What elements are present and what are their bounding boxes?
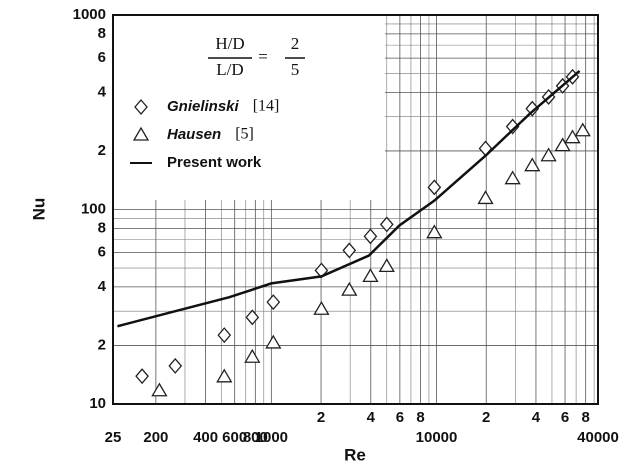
triangle-marker [524, 157, 541, 172]
y-axis-label: Nu [29, 198, 48, 221]
x-tick-label: 4 [532, 409, 541, 426]
triangle-marker [313, 300, 330, 315]
diamond-marker [245, 309, 260, 326]
eq-den-left: L/D [216, 60, 243, 79]
diamond-marker [134, 99, 148, 115]
x-tick-label: 2 [317, 409, 325, 426]
marks [117, 68, 591, 397]
y-tick-label: 8 [98, 219, 106, 236]
diamond-marker [342, 242, 357, 259]
y-tick-label: 10 [89, 395, 106, 412]
x-tick-label: 40000 [577, 429, 619, 446]
x-tick-label: 1000 [255, 429, 288, 446]
eq-num-left: H/D [215, 34, 244, 53]
x-tick-label: 8 [582, 409, 590, 426]
triangle-marker [244, 348, 261, 363]
y-tick-label: 100 [81, 200, 106, 217]
x-tick-label: 10000 [416, 429, 458, 446]
diamond-marker [363, 228, 378, 245]
legend-label: Gnielinski [167, 98, 240, 115]
x-tick-label: 2 [482, 409, 490, 426]
series-line [117, 69, 581, 328]
eq-equals: = [258, 47, 268, 66]
x-tick-label: 6 [561, 409, 569, 426]
legend-ref: [5] [235, 126, 254, 143]
x-axis-label: Re [344, 445, 366, 464]
diamond-marker [217, 327, 232, 344]
x-tick-label: 25 [105, 429, 122, 446]
diamond-marker [525, 100, 540, 117]
y-tick-label: 6 [98, 49, 106, 66]
y-tick-label: 4 [98, 278, 107, 295]
triangle-marker [265, 334, 282, 349]
legend-label: Present work [167, 154, 262, 171]
triangle-marker [564, 129, 581, 144]
x-tick-label: 6 [396, 409, 404, 426]
legend-box [113, 15, 385, 200]
x-tick-label: 800 [243, 429, 268, 446]
plot-frame [112, 14, 599, 405]
y-tick-label: 8 [98, 25, 106, 42]
x-tick-label: 200 [143, 429, 168, 446]
triangle-marker [151, 382, 168, 397]
y-tick-label: 1000 [73, 6, 106, 23]
legend-label: Hausen [167, 126, 221, 143]
diamond-marker [266, 294, 281, 311]
triangle-marker [504, 170, 521, 185]
legend-ref: [14] [253, 98, 280, 115]
diamond-marker [427, 179, 442, 196]
legend-equation: H/D L/D = 2 5 [208, 34, 305, 79]
eq-den-right: 5 [291, 60, 300, 79]
triangle-marker [477, 190, 494, 205]
y-tick-label: 6 [98, 244, 106, 261]
eq-num-right: 2 [291, 34, 300, 53]
x-tick-label: 4 [367, 409, 376, 426]
triangle-marker [378, 258, 395, 273]
x-tick-label: 8 [416, 409, 424, 426]
x-tick-label: 600 [222, 429, 247, 446]
y-tick-label: 4 [98, 83, 107, 100]
triangle-marker [574, 122, 591, 137]
triangle-marker [216, 368, 233, 383]
triangle-marker [426, 224, 443, 239]
diamond-marker [505, 118, 520, 135]
triangle-marker [540, 147, 557, 162]
triangle-marker [554, 137, 571, 152]
legend: Gnielinski [14] Hausen [5] Present work [130, 98, 279, 171]
diamond-marker [168, 357, 183, 374]
y-tick-label: 2 [98, 142, 106, 159]
y-tick-label: 2 [98, 336, 106, 353]
diamond-marker [379, 216, 394, 233]
triangle-marker [341, 281, 358, 296]
triangle-marker [132, 126, 150, 141]
diamond-marker [135, 368, 149, 385]
x-tick-label: 400 [193, 429, 218, 446]
triangle-marker [362, 268, 379, 283]
